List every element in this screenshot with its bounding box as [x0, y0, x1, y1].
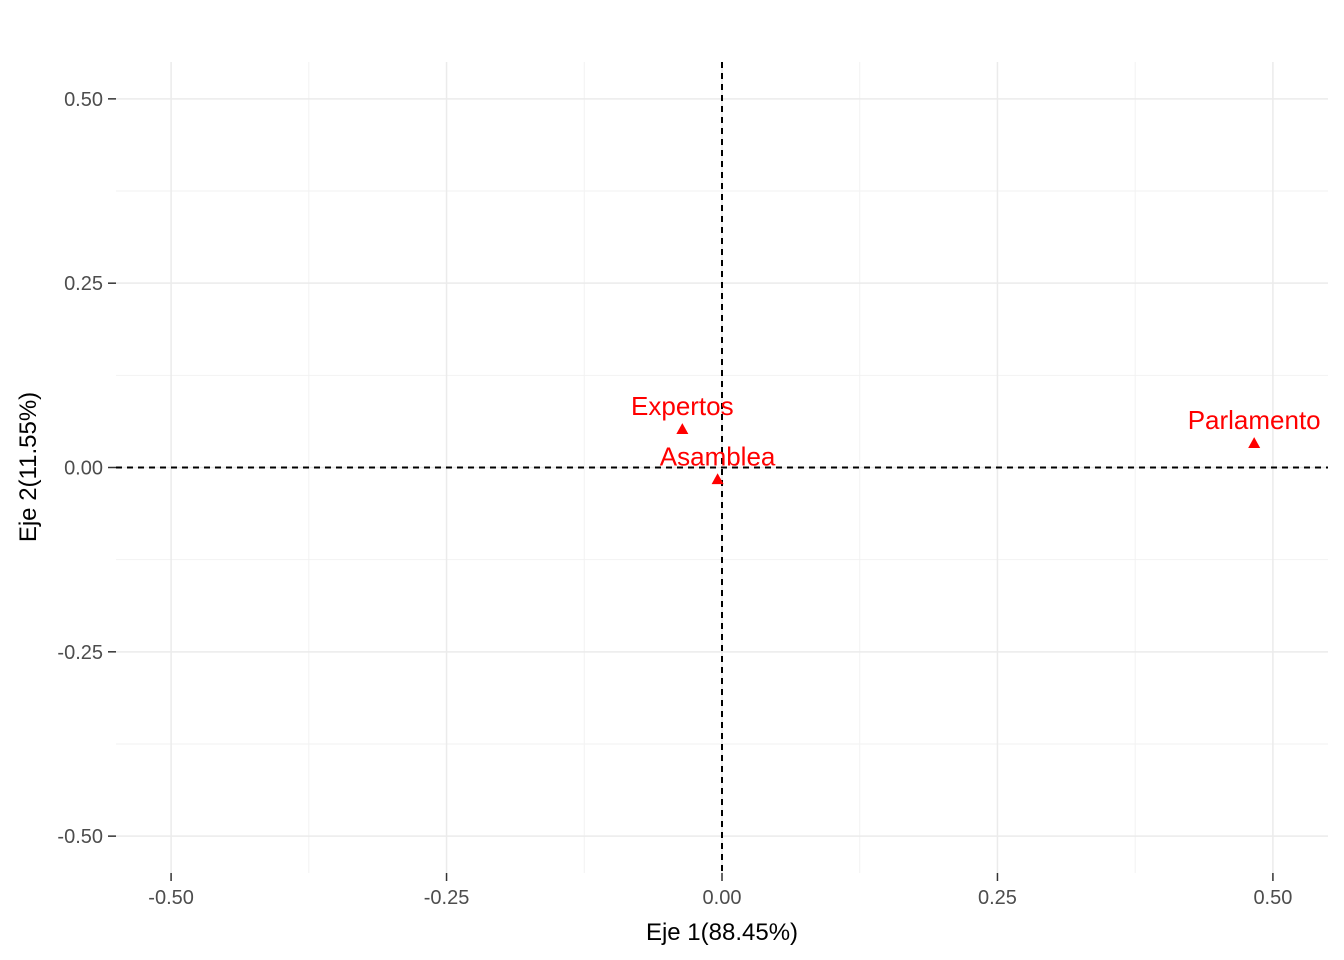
y-tick-label: -0.25: [57, 642, 103, 664]
point-label: Parlamento: [1188, 405, 1321, 435]
point-marker-triangle: [676, 423, 689, 434]
x-axis-title: Eje 1(88.45%): [646, 919, 798, 946]
x-tick-label: 0.50: [1253, 887, 1292, 909]
point-label: Asamblea: [660, 441, 776, 471]
y-axis-title: Eje 2(11.55%): [15, 392, 42, 542]
point-marker-triangle: [1248, 437, 1261, 448]
y-tick-label: -0.50: [57, 826, 103, 848]
y-axis: -0.50 -0.25 0.00 0.25 0.50: [57, 89, 116, 848]
reference-lines: [116, 62, 1328, 873]
y-tick-label: 0.25: [64, 273, 103, 295]
x-axis: -0.50 -0.25 0.00 0.25 0.50: [148, 873, 1292, 909]
x-tick-label: -0.25: [424, 887, 470, 909]
x-tick-label: 0.00: [703, 887, 742, 909]
data-points: Expertos Asamblea Parlamento: [631, 391, 1321, 485]
point-label: Expertos: [631, 391, 734, 421]
point-marker-triangle: [711, 473, 724, 485]
y-tick-label: 0.50: [64, 89, 103, 111]
x-tick-label: 0.25: [978, 887, 1017, 909]
y-tick-label: 0.00: [64, 458, 103, 480]
x-tick-label: -0.50: [148, 887, 194, 909]
